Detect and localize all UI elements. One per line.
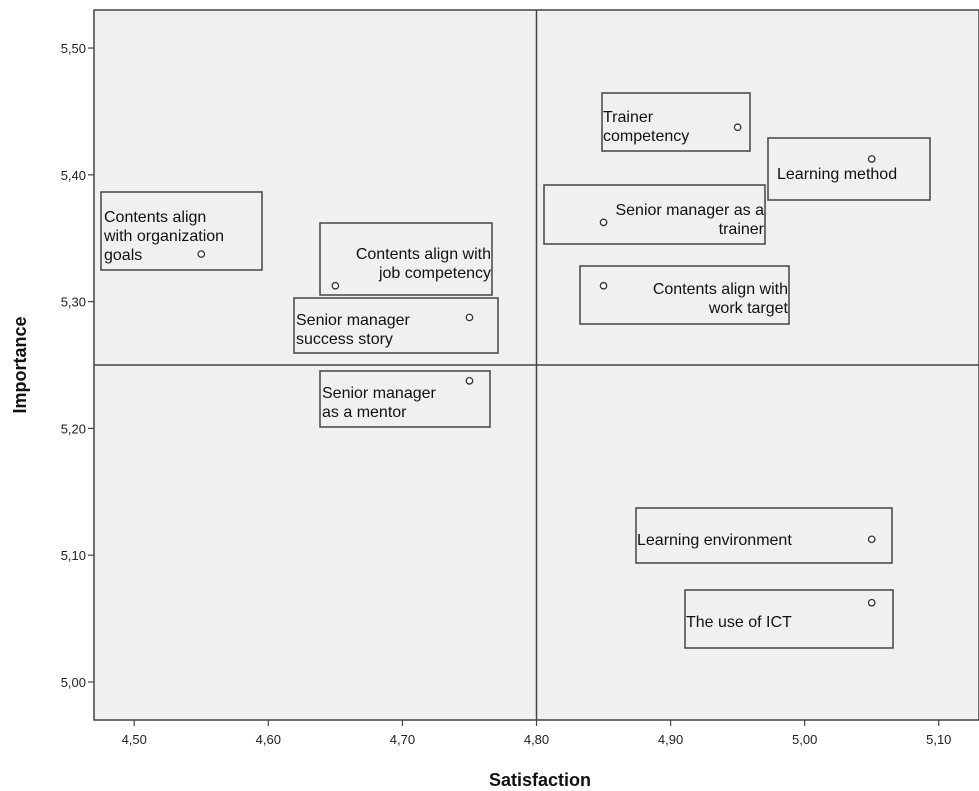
- point-label: Senior manager: [296, 312, 411, 329]
- x-tick-label: 4,50: [122, 732, 147, 747]
- point-label: job competency: [378, 265, 491, 282]
- data-point: [867, 535, 876, 544]
- data-point: [599, 218, 608, 227]
- label-box: [684, 589, 894, 649]
- x-tick-label: 4,60: [256, 732, 281, 747]
- point-label: The use of ICT: [686, 614, 792, 631]
- label-box: [635, 507, 893, 564]
- y-axis-title: Importance: [10, 316, 30, 413]
- point-label: trainer: [719, 221, 765, 238]
- label-box: [100, 191, 263, 271]
- point-label: Contents align with: [356, 246, 491, 263]
- point-label: Learning method: [777, 166, 897, 183]
- point-label: work target: [708, 300, 789, 317]
- data-point: [465, 376, 474, 385]
- label-box: [579, 265, 790, 325]
- data-point: [465, 313, 474, 322]
- data-point: [331, 281, 340, 290]
- point-label: with organization: [103, 228, 224, 245]
- y-tick-label: 5,30: [61, 295, 86, 310]
- point-label: competency: [603, 128, 689, 145]
- point-label: Contents align with: [653, 281, 788, 298]
- x-tick-label: 4,90: [658, 732, 683, 747]
- label-box: [543, 184, 766, 245]
- x-tick-label: 5,10: [926, 732, 951, 747]
- x-tick-label: 4,70: [390, 732, 415, 747]
- data-points: [197, 123, 876, 607]
- point-label: Trainer: [603, 109, 654, 126]
- data-point: [197, 250, 206, 258]
- y-tick-label: 5,20: [61, 421, 86, 436]
- point-label: Senior manager as a: [615, 202, 764, 219]
- point-label: Contents align: [104, 209, 206, 226]
- x-axis-ticks: 4,50 4,60 4,70 4,80 4,90 5,00 5,10: [122, 720, 951, 747]
- y-tick-label: 5,10: [61, 548, 86, 563]
- point-label: Senior manager: [322, 385, 437, 402]
- label-box: [293, 297, 499, 354]
- point-label: success story: [296, 331, 393, 348]
- data-point: [599, 281, 608, 290]
- label-box: [601, 92, 751, 152]
- y-tick-label: 5,40: [61, 168, 86, 183]
- point-label: goals: [104, 247, 142, 264]
- data-point: [733, 123, 742, 132]
- x-axis-title: Satisfaction: [489, 770, 591, 790]
- y-axis-ticks: 5,00 5,10 5,20 5,30 5,40 5,50: [61, 41, 94, 690]
- label-box: [319, 370, 491, 428]
- point-labels: Trainer competency Learning method Contents…: [100, 92, 931, 649]
- x-tick-label: 5,00: [792, 732, 817, 747]
- y-tick-label: 5,50: [61, 41, 86, 56]
- y-tick-label: 5,00: [61, 675, 86, 690]
- point-label: as a mentor: [322, 404, 407, 421]
- data-point: [867, 155, 876, 163]
- label-box: [319, 222, 493, 296]
- data-point: [867, 598, 876, 607]
- point-label: Learning environment: [637, 532, 792, 549]
- label-box: [767, 137, 931, 201]
- x-tick-label: 4,80: [524, 732, 549, 747]
